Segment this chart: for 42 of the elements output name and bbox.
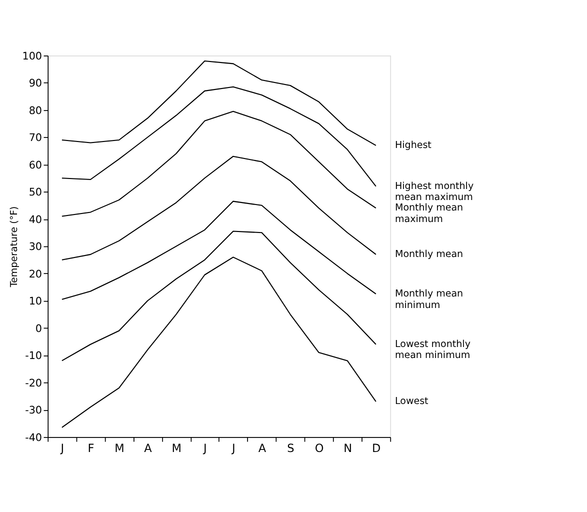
line-series [61, 110, 376, 217]
text: Monthly mean [394, 249, 464, 260]
x-tick-label: F [88, 442, 94, 456]
x-tick-label: O [314, 442, 324, 456]
y-tick-label: 30 [28, 241, 42, 254]
y-tick-label: -10 [25, 350, 42, 362]
x-tick-label: J [230, 442, 236, 456]
y-tick-label: 50 [28, 186, 42, 199]
y-tick-label: 10 [28, 296, 42, 308]
x-tick-label: J [60, 442, 64, 456]
text: Monthly mean minimum [394, 288, 464, 311]
y-axis-title: Temperature (°F) [8, 206, 20, 288]
y-tick-label: 20 [28, 268, 42, 280]
x-tick-label: J [202, 442, 207, 456]
line-series [61, 60, 376, 146]
x-tick-label: D [372, 442, 381, 456]
x-tick-label: S [287, 442, 294, 456]
y-tick-label: 100 [22, 50, 42, 62]
line-series [61, 156, 376, 260]
y-tick-label: 90 [28, 78, 42, 90]
x-tick-label: A [258, 442, 266, 456]
y-tick-label: 80 [28, 104, 42, 117]
x-tick-label: A [144, 442, 152, 456]
y-tick-label: 70 [28, 132, 42, 144]
line-series [61, 200, 376, 300]
text: Highest monthly mean maximum [394, 180, 474, 204]
y-tick-label: -40 [25, 432, 42, 444]
line-series [61, 86, 376, 187]
x-tick-label: M [172, 442, 182, 456]
y-tick-label: -20 [25, 377, 42, 390]
text: Highest [394, 140, 432, 152]
x-tick-label: N [344, 442, 352, 456]
x-tick-label: M [114, 442, 124, 456]
y-tick-label: 60 [28, 159, 42, 172]
y-tick-label: -30 [25, 404, 42, 417]
text: Lowest monthly mean minimum [394, 338, 471, 362]
line-series [61, 256, 376, 428]
text: Lowest [394, 396, 429, 408]
y-tick-label: 0 [35, 322, 42, 335]
text: Monthly mean maximum [394, 202, 464, 225]
y-tick-label: 40 [28, 214, 42, 226]
line-series [61, 230, 376, 362]
